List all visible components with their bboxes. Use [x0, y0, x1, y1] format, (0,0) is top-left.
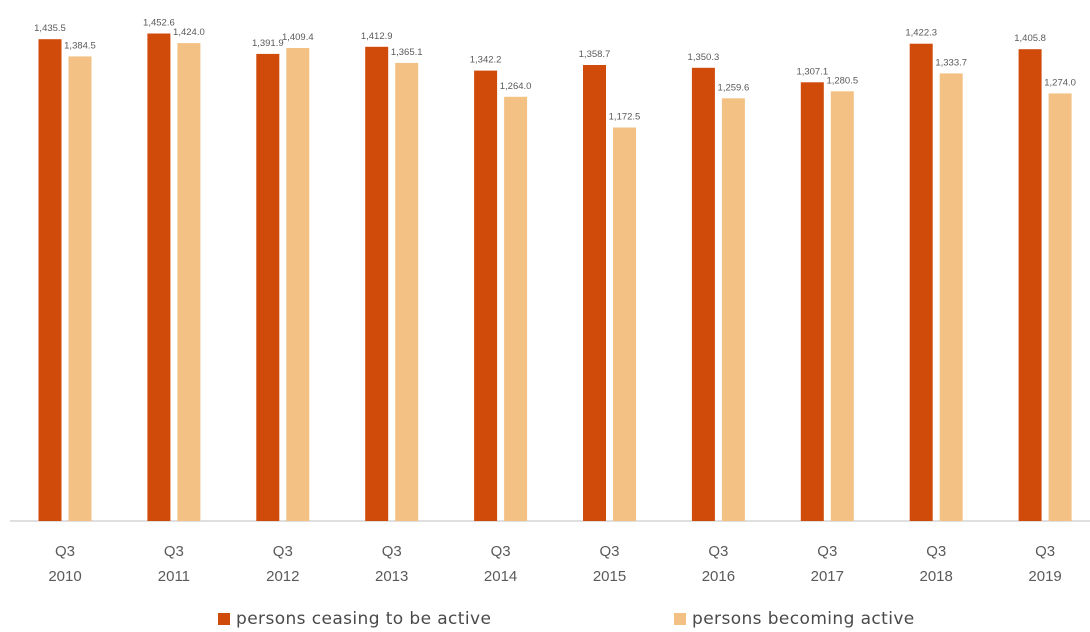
legend-item-series-1: persons ceasing to be active	[218, 607, 491, 631]
bar-series-1-Q3-2014	[474, 71, 497, 521]
x-tick-label-Q3-2015-line-2: 2015	[593, 568, 626, 585]
data-label-series-1-Q3-2013: 1,412.9	[361, 31, 393, 42]
x-tick-label-Q3-2012-line-2: 2012	[266, 568, 299, 585]
bar-series-2-Q3-2010	[69, 56, 92, 521]
data-label-series-2-Q3-2014: 1,264.0	[500, 81, 532, 92]
data-label-series-2-Q3-2015: 1,172.5	[609, 112, 641, 123]
bar-series-2-Q3-2012	[286, 48, 309, 521]
data-label-series-1-Q3-2014: 1,342.2	[470, 55, 502, 66]
bar-series-2-Q3-2016	[722, 98, 745, 521]
bar-series-1-Q3-2019	[1019, 49, 1042, 521]
bar-series-1-Q3-2015	[583, 65, 606, 521]
x-tick-label-Q3-2015-line-1: Q3	[599, 543, 619, 560]
x-tick-label-Q3-2017-line-2: 2017	[811, 568, 844, 585]
bar-series-1-Q3-2017	[801, 82, 824, 521]
data-label-series-1-Q3-2016: 1,350.3	[688, 52, 720, 63]
bar-series-1-Q3-2016	[692, 68, 715, 521]
x-tick-label-Q3-2019-line-2: 2019	[1028, 568, 1061, 585]
legend-swatch-series-2	[674, 613, 686, 625]
bar-series-2-Q3-2017	[831, 91, 854, 521]
data-label-series-1-Q3-2019: 1,405.8	[1014, 33, 1046, 44]
bar-series-2-Q3-2014	[504, 97, 527, 521]
x-tick-label-Q3-2012-line-1: Q3	[273, 543, 293, 560]
bar-series-1-Q3-2012	[256, 54, 279, 521]
legend-label-series-1: persons ceasing to be active	[236, 609, 491, 629]
x-tick-label-Q3-2017-line-1: Q3	[817, 543, 837, 560]
x-tick-label-Q3-2013-line-1: Q3	[382, 543, 402, 560]
data-label-series-1-Q3-2015: 1,358.7	[579, 49, 611, 60]
data-label-series-2-Q3-2017: 1,280.5	[826, 75, 858, 86]
bars-group	[39, 34, 1072, 522]
x-tick-label-Q3-2010-line-2: 2010	[48, 568, 81, 585]
x-tick-label-Q3-2010-line-1: Q3	[55, 543, 75, 560]
data-label-series-1-Q3-2011: 1,452.6	[143, 18, 175, 29]
data-label-series-1-Q3-2018: 1,422.3	[905, 28, 937, 39]
data-label-series-2-Q3-2012: 1,409.4	[282, 32, 314, 43]
data-label-series-1-Q3-2017: 1,307.1	[796, 66, 828, 77]
x-tick-label-Q3-2011-line-1: Q3	[164, 543, 184, 560]
x-tick-label-Q3-2014-line-1: Q3	[491, 543, 511, 560]
legend-item-series-2: persons becoming active	[674, 607, 915, 631]
data-label-series-1-Q3-2010: 1,435.5	[34, 23, 66, 34]
bar-series-2-Q3-2013	[395, 63, 418, 521]
legend-label-series-2: persons becoming active	[692, 609, 915, 629]
data-label-series-2-Q3-2019: 1,274.0	[1044, 77, 1076, 88]
data-label-series-2-Q3-2011: 1,424.0	[173, 27, 205, 38]
data-label-series-1-Q3-2012: 1,391.9	[252, 38, 284, 49]
x-tick-label-Q3-2018-line-1: Q3	[926, 543, 946, 560]
x-tick-label-Q3-2018-line-2: 2018	[920, 568, 953, 585]
x-tick-label-Q3-2013-line-2: 2013	[375, 568, 408, 585]
bar-series-2-Q3-2015	[613, 128, 636, 522]
x-tick-label-Q3-2014-line-2: 2014	[484, 568, 517, 585]
bar-series-2-Q3-2011	[177, 43, 200, 521]
data-label-series-2-Q3-2016: 1,259.6	[718, 82, 750, 93]
x-tick-label-Q3-2016-line-2: 2016	[702, 568, 735, 585]
x-tick-label-Q3-2019-line-1: Q3	[1035, 543, 1055, 560]
legend-swatch-series-1	[218, 613, 230, 625]
data-label-series-2-Q3-2013: 1,365.1	[391, 47, 423, 58]
bar-series-1-Q3-2018	[910, 44, 933, 521]
x-tick-label-Q3-2016-line-1: Q3	[708, 543, 728, 560]
data-label-series-2-Q3-2010: 1,384.5	[64, 40, 96, 51]
bar-series-1-Q3-2013	[365, 47, 388, 521]
bar-series-1-Q3-2010	[39, 39, 62, 521]
x-tick-labels-group: Q3 2010 Q3 2011 Q3 2012 Q3 2013 Q3 2014 Q3 2015 Q3 20…	[48, 543, 1061, 585]
legend: persons ceasing to be active persons bec…	[0, 607, 1090, 631]
bar-series-2-Q3-2018	[940, 73, 963, 521]
bar-series-1-Q3-2011	[147, 34, 170, 522]
x-tick-label-Q3-2011-line-2: 2011	[158, 568, 190, 585]
bar-series-2-Q3-2019	[1049, 93, 1072, 521]
data-label-series-2-Q3-2018: 1,333.7	[935, 57, 967, 68]
